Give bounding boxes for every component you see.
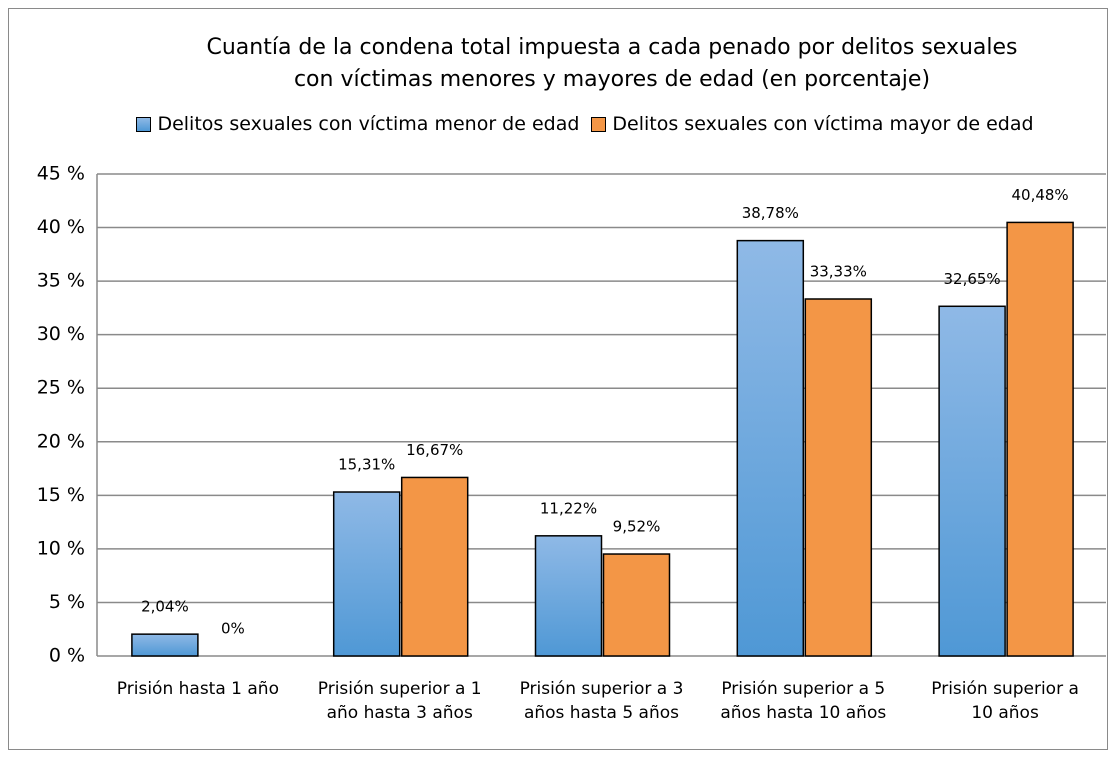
legend-swatch (591, 116, 607, 132)
y-tick-label: 30 % (37, 323, 85, 345)
x-tick-label: Prisión superior a 10 años (931, 679, 1079, 723)
data-label: 0% (221, 620, 245, 638)
bar (332, 491, 401, 657)
data-label: 11,22% (540, 499, 597, 517)
data-label: 32,65% (943, 270, 1000, 288)
x-tick-label: Prisión superior a 5 años hasta 10 años (720, 679, 887, 723)
data-label: 9,52% (613, 518, 661, 536)
y-tick-label: 40 % (37, 216, 85, 238)
bar (1006, 221, 1074, 657)
bar (804, 298, 873, 657)
x-tick-label: Prisión hasta 1 año (116, 679, 279, 699)
bar (131, 633, 199, 657)
y-tick-label: 25 % (37, 377, 85, 399)
y-tick-label: 0 % (49, 645, 85, 667)
y-tick-label: 5 % (49, 591, 85, 613)
data-label: 16,67% (406, 441, 463, 459)
data-label: 33,33% (810, 262, 867, 280)
chart-title: Cuantía de la condena total impuesta a c… (206, 35, 1018, 92)
bar (602, 553, 671, 657)
y-tick-label: 35 % (37, 270, 85, 292)
legend-item: Delitos sexuales con víctima menor de ed… (136, 113, 579, 135)
bar (534, 535, 603, 657)
data-label: 38,78% (742, 204, 799, 222)
data-label: 2,04% (141, 598, 189, 616)
legend-label: Delitos sexuales con víctima menor de ed… (157, 113, 580, 135)
x-tick-label: Prisión superior a 1 año hasta 3 años (317, 679, 482, 723)
y-tick-label: 15 % (37, 484, 85, 506)
legend-swatch (136, 116, 152, 132)
bar (400, 476, 469, 657)
chart-frame (8, 8, 1108, 750)
y-tick-label: 20 % (37, 430, 85, 452)
bar (736, 239, 805, 657)
legend-label: Delitos sexuales con víctima mayor de ed… (612, 113, 1034, 135)
y-tick-label: 10 % (37, 537, 85, 559)
x-tick-label: Prisión superior a 3 años hasta 5 años (519, 679, 684, 723)
data-label: 40,48% (1011, 186, 1068, 204)
legend: Delitos sexuales con víctima menor de ed… (60, 113, 1110, 135)
data-label: 15,31% (338, 456, 395, 474)
bar (938, 305, 1006, 657)
legend-item: Delitos sexuales con víctima mayor de ed… (591, 113, 1034, 135)
y-tick-label: 45 % (37, 163, 85, 185)
